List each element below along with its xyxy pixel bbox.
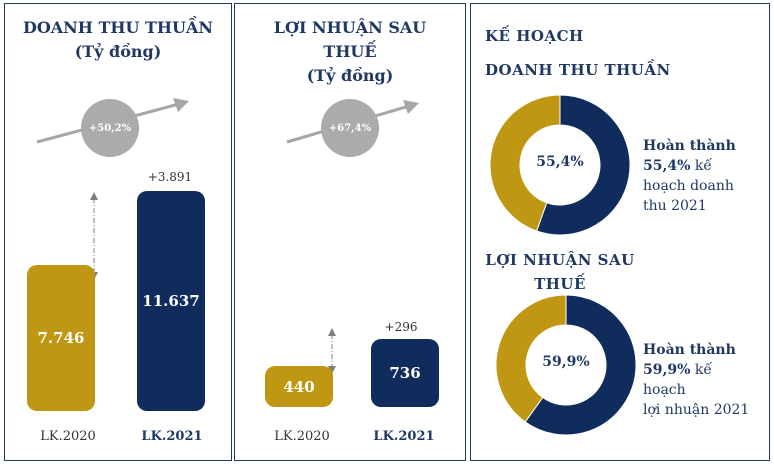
revenue-bar-lk2021-value: 11.637 [142,292,200,310]
profit-plan-note-line4: lợi nhuận 2021 [643,402,750,418]
revenue-plan-note-line1: Hoàn thành [643,138,736,154]
profit-plan-note: Hoàn thành 59,9% kế hoạch lợi nhuận 2021 [643,340,768,420]
profit-plan-donut-label: 59,9% [542,354,590,370]
profit-panel: LỢI NHUẬN SAU THUẾ (Tỷ đồng) +67,4% +296… [234,3,466,461]
profit-bar-lk2021-value: 736 [389,364,421,382]
donut-hole [526,325,606,405]
profit-cat-lk2020: LK.2020 [274,429,330,444]
revenue-title-line2: (Tỷ đồng) [74,42,162,61]
revenue-plan-donut-label: 55,4% [536,154,584,170]
profit-title-line2: THUẾ [323,42,377,61]
profit-bar-lk2021: 736 [371,339,439,407]
revenue-cat-lk2021: LK.2021 [141,429,203,444]
profit-bar-lk2020: 440 [265,366,333,407]
revenue-plan-note: Hoàn thành 55,4% kế hoạch doanh thu 2021 [643,136,768,216]
profit-plan-note-pct: 59,9% [643,362,691,378]
profit-plan-note-rest: kế [690,362,712,378]
revenue-plan-note-line4: thu 2021 [643,198,707,214]
revenue-plan-title-line2: DOANH THU THUẦN [485,61,671,79]
revenue-title: DOANH THU THUẦN (Tỷ đồng) [5,16,231,64]
revenue-plan-donut [489,94,631,236]
profit-plan-title-line2: THUẾ [534,275,586,293]
profit-cat-lk2021: LK.2021 [373,429,435,444]
plan-panel: KẾ HOẠCH DOANH THU THUẦN 55,4% Hoàn thàn… [470,3,770,461]
profit-delta-label: +296 [384,320,418,334]
profit-title: LỢI NHUẬN SAU THUẾ (Tỷ đồng) [235,16,465,88]
revenue-panel: DOANH THU THUẦN (Tỷ đồng) +50,2% +3.891 … [4,3,232,461]
profit-plan-note-line3: hoạch [643,382,686,398]
revenue-bar-lk2020: 7.746 [27,265,95,411]
revenue-bar-lk2020-value: 7.746 [37,329,85,347]
profit-plan-donut [495,294,637,436]
profit-plan-title: LỢI NHUẬN SAU THUẾ [485,248,635,296]
revenue-plan-note-rest: kế [690,158,712,174]
revenue-plan-title: KẾ HOẠCH DOANH THU THUẦN [485,24,671,82]
profit-bar-lk2020-value: 440 [283,377,315,396]
revenue-plan-note-pct: 55,4% [643,158,691,174]
profit-plan-note-line1: Hoàn thành [643,342,736,358]
revenue-growth-badge: +50,2% [81,99,139,157]
donut-hole [520,125,600,205]
profit-growth-badge: +67,4% [321,99,379,157]
revenue-cat-lk2020: LK.2020 [40,429,96,444]
revenue-title-line1: DOANH THU THUẦN [22,18,214,37]
revenue-bar-lk2021: 11.637 [137,191,205,411]
revenue-plan-title-line1: KẾ HOẠCH [485,27,584,45]
revenue-delta-label: +3.891 [147,170,193,184]
profit-plan-title-line1: LỢI NHUẬN SAU [485,251,635,269]
revenue-plan-note-line3: hoạch doanh [643,178,734,194]
profit-title-line1: LỢI NHUẬN SAU [273,18,427,37]
profit-title-line3: (Tỷ đồng) [306,66,394,85]
